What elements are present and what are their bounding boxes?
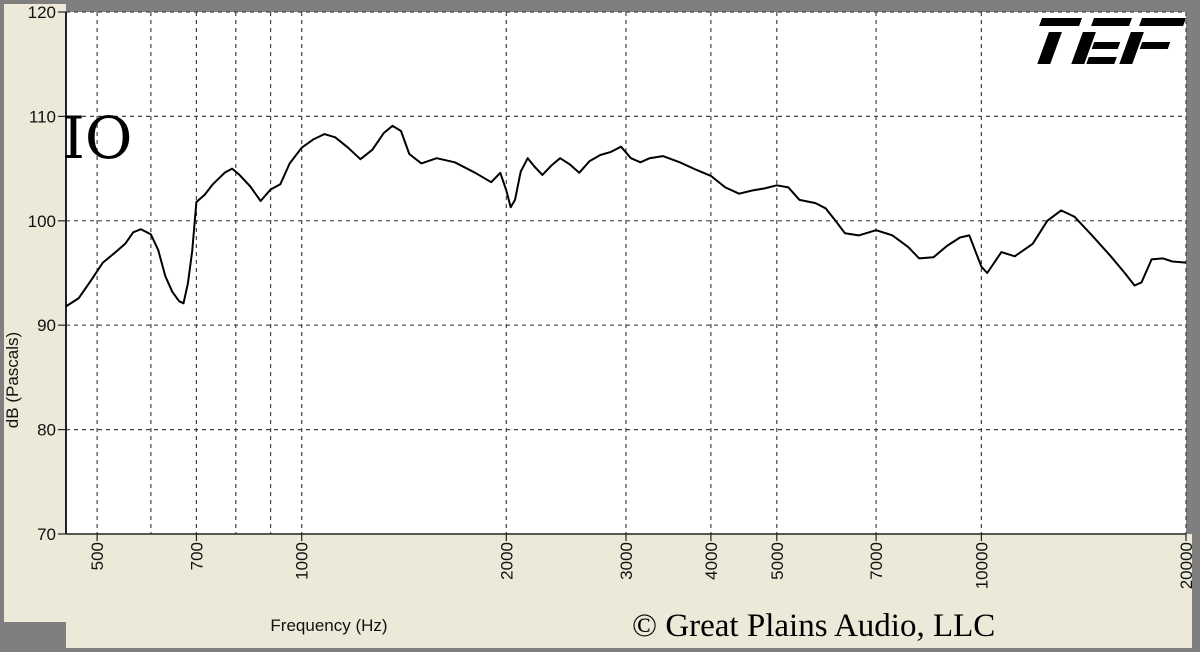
bottom-axis-panel <box>66 534 1192 648</box>
y-tick-label: 70 <box>37 525 56 544</box>
x-axis-title: Frequency (Hz) <box>270 616 387 635</box>
grid <box>66 11 1187 534</box>
x-tick-label: 10000 <box>972 542 991 589</box>
y-tick-label: 120 <box>28 3 56 22</box>
x-tick-label: 20000 <box>1177 542 1196 589</box>
x-tick-label: 1000 <box>293 542 312 580</box>
y-axis-title: dB (Pascals) <box>3 332 22 428</box>
panel-label: IO <box>62 104 132 172</box>
y-tick-label: 110 <box>29 107 56 126</box>
x-tick-labels: 500 700 1000 2000 3000 4000 5000 7000 10000 20000 <box>88 534 1196 589</box>
x-tick-label: 500 <box>88 542 107 570</box>
x-tick-label: 700 <box>187 542 206 570</box>
x-tick-label: 2000 <box>497 542 516 580</box>
tef-logo <box>1037 18 1186 64</box>
x-tick-label: 3000 <box>617 542 636 580</box>
x-tick-label: 7000 <box>867 542 886 580</box>
series-line <box>65 124 1187 308</box>
x-tick-label: 4000 <box>702 542 721 580</box>
y-tick-label: 90 <box>37 316 56 335</box>
y-tick-labels: 70 80 90 100 110 120 <box>28 3 66 544</box>
left-axis-panel <box>4 4 66 622</box>
y-tick-label: 100 <box>28 212 56 231</box>
x-tick-label: 5000 <box>768 542 787 580</box>
y-tick-label: 80 <box>37 421 56 440</box>
copyright-text: © Great Plains Audio, LLC <box>632 608 995 644</box>
